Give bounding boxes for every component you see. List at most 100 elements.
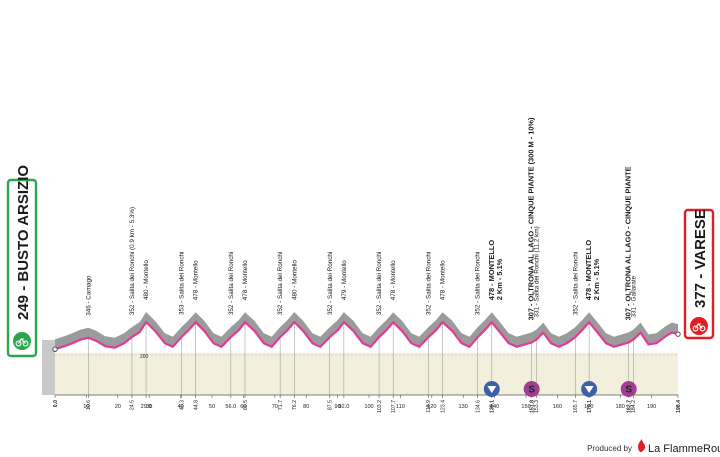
x-tick-label: 153.3 (534, 400, 540, 413)
x-tick-label: 70 (272, 404, 278, 410)
x-tick-label: 10.6 (86, 400, 92, 410)
point-label: 352 - Salita dei Ronchi (376, 252, 383, 315)
point-label: 478 - MONTELLO (487, 240, 496, 301)
x-tick-label: 160 (553, 404, 562, 410)
x-tick-label: 123.4 (440, 400, 446, 413)
x-tick-label: 60 (240, 404, 246, 410)
triangle-down-icon (584, 386, 594, 393)
x-tick-label: 107.7 (391, 400, 397, 413)
point-label: 478 - Montello (193, 260, 200, 300)
flame-icon (638, 439, 646, 452)
point-label: 307 - OLTRONA AL LAGO - CINQUE PIANTE (624, 166, 633, 320)
start-badge (13, 332, 31, 350)
x-tick-label: 20 (115, 404, 121, 410)
x-tick-label: 170.1 (587, 400, 593, 413)
x-tick-label: 29.0 (141, 404, 152, 410)
x-tick-label: 40 (177, 404, 183, 410)
finish-badge (690, 317, 708, 335)
x-tick-label: 10 (83, 404, 89, 410)
x-tick-label: 87.5 (328, 400, 334, 410)
triangle-down-icon (487, 386, 497, 393)
x-tick-label: 180 (616, 404, 625, 410)
point-label: 353 - Salita dei Ronchi (179, 252, 186, 315)
point-label: 352 - Salita dei Ronchi (425, 252, 432, 315)
x-tick-label: 134.6 (475, 400, 481, 413)
x-tick-label: 100 (364, 404, 373, 410)
point-label: 478 - MONTELLO (584, 240, 593, 301)
x-tick-label: 110 (396, 404, 405, 410)
x-tick-label: 165.7 (573, 400, 579, 413)
point-label: 307 - OLTRONA AL LAGO - CINQUE PIANTE (3… (527, 117, 536, 320)
brand-prefix: Produced by (587, 444, 632, 453)
brand-footer: Produced by La FlammeRouge (587, 439, 720, 455)
profile-relief (55, 312, 678, 350)
x-tick-label: 60.5 (243, 400, 249, 410)
sprint-marker (523, 381, 540, 397)
point-sublabel: 2 Km - 5.1% (592, 258, 601, 300)
sprint-marker (620, 381, 637, 397)
x-tick-label: 76.2 (292, 400, 298, 410)
x-tick-label: 182.7 (627, 400, 633, 413)
x-tick-label: 118.9 (426, 400, 432, 413)
start-panel: 249 - BUSTO ARSIZIO (6, 165, 38, 358)
x-tick-label: 190 (647, 404, 656, 410)
point-label: 331 - Gallarate (630, 275, 637, 317)
x-tick-label: 150 (521, 404, 530, 410)
start-label: 249 - BUSTO ARSIZIO (15, 165, 32, 320)
label-layer: 346 - Carnago 352 - Salita dei Ronchi (0.… (85, 117, 637, 320)
x-tick-label: 151.8 (529, 400, 535, 413)
x-tick-label: 184.2 (631, 400, 637, 413)
finish-frame (683, 208, 715, 340)
brand-name: La FlammeRouge (648, 443, 720, 455)
x-tick-label: 30 (146, 404, 152, 410)
x-tick-label: 130 (459, 404, 468, 410)
x-tick-label: 103.2 (377, 400, 383, 413)
x-tick-label: 40.3 (179, 400, 185, 410)
profile-layer (52, 312, 681, 352)
x-tick-label: 90 (334, 404, 340, 410)
point-label: 346 - Carnago (85, 275, 92, 316)
x-tick-label: 71.7 (278, 400, 284, 410)
x-tick-label: 0.0 (53, 400, 59, 407)
point-label: 479 - Montello (341, 260, 348, 300)
sprint-letter: S (528, 385, 535, 396)
bicycle-icon (15, 338, 29, 347)
x-tick-label: 198.4 (676, 400, 682, 413)
point-label: 352 - Salita dei Ronchi (0.9 km - 5.3%) (129, 207, 136, 315)
gridline-label: 200 (140, 354, 149, 360)
profile-line (54, 320, 679, 351)
x-tick-label: 56.0 (225, 404, 236, 410)
x-tick-label: 140 (490, 404, 499, 410)
point-label: 478 - Montello (242, 260, 249, 300)
ground-layer: 200 (42, 340, 678, 396)
x-tick-label: 24.5 (130, 400, 136, 410)
point-label: 478 - Montello (390, 260, 397, 300)
point-label: 352 - Salita dei Ronchi (327, 252, 334, 315)
point-label: 352 - Salita dei Ronchi (228, 252, 235, 315)
bicycle-icon (692, 323, 706, 332)
point-sublabel: 2 Km - 5.1% (495, 258, 504, 300)
x-tick-label: 44.8 (193, 400, 199, 410)
x-tick-label: 120 (427, 404, 436, 410)
ground-band (55, 352, 678, 395)
point-label: 352 - Salita dei Ronchi (277, 252, 284, 315)
point-label: 331 - Salita dei Ronchi (11.2 km) (533, 226, 540, 317)
sprint-letter: S (625, 385, 632, 396)
point-label: 478 - Montello (439, 260, 446, 300)
point-label: 480 - Montello (143, 260, 150, 300)
point-label: 352 - Salita dei Ronchi (475, 252, 482, 315)
finish-dot (675, 331, 681, 337)
point-label: 480 - Montello (291, 260, 298, 300)
finish-panel: 377 - VARESE (683, 208, 715, 340)
start-frame (6, 178, 38, 358)
start-dot (52, 346, 58, 352)
x-tick-label: 92.0 (338, 404, 349, 410)
x-tick-label: 139.1 (490, 400, 496, 413)
x-tick-label: 170 (584, 404, 593, 410)
x-tick-label: 50 (209, 404, 215, 410)
ground-side (42, 340, 55, 395)
x-tick-label: 80 (303, 404, 309, 410)
